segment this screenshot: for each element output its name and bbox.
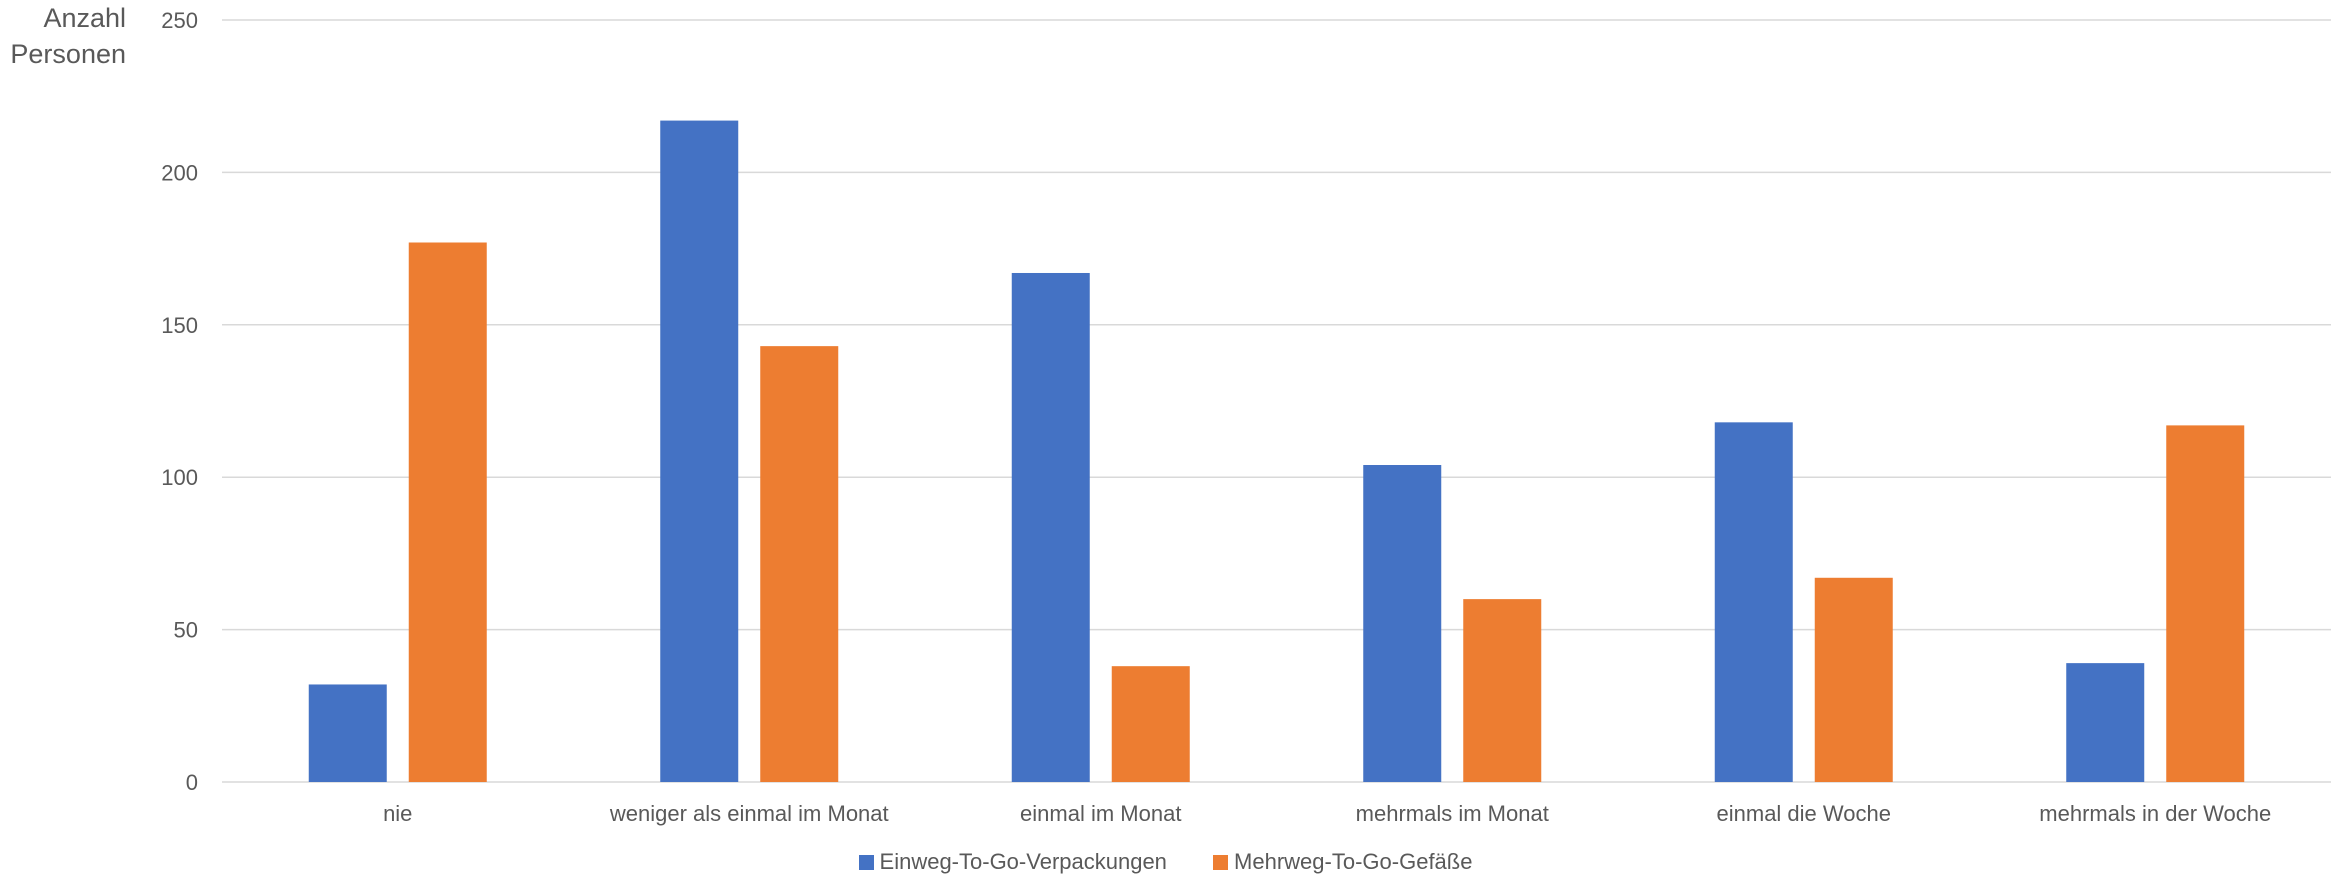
bar-series-1-5: [1714, 422, 1793, 782]
legend-item-series-1: Einweg-To-Go-Verpackungen: [858, 849, 1167, 875]
legend-label-series-1: Einweg-To-Go-Verpackungen: [879, 849, 1167, 874]
bar-series-1-1: [308, 684, 387, 782]
legend-label-series-2: Mehrweg-To-Go-Gefäße: [1234, 849, 1473, 874]
bar-series-1-2: [660, 120, 739, 783]
y-tick-label-150: 150: [161, 313, 198, 338]
x-tick-label-2: weniger als einmal im Monat: [609, 801, 889, 826]
bar-series-2-3: [1111, 666, 1190, 782]
y-tick-label-100: 100: [161, 465, 198, 490]
bar-series-2-4: [1463, 599, 1542, 782]
bar-series-2-1: [408, 242, 487, 782]
y-tick-label-0: 0: [186, 770, 198, 795]
x-tick-label-4: mehrmals im Monat: [1356, 801, 1549, 826]
y-axis-label-line-2: Personen: [10, 39, 126, 69]
y-axis-label: Anzahl Personen: [0, 0, 126, 72]
bar-series-2-5: [1814, 577, 1893, 782]
y-tick-label-250: 250: [161, 8, 198, 33]
legend-swatch-series-2: [1213, 854, 1229, 870]
legend-swatch-series-1: [858, 854, 874, 870]
x-tick-label-6: mehrmals in der Woche: [2039, 801, 2271, 826]
x-tick-label-3: einmal im Monat: [1020, 801, 1181, 826]
bar-series-2-6: [2166, 425, 2245, 782]
y-axis-label-line-1: Anzahl: [43, 3, 126, 33]
bar-series-1-4: [1363, 465, 1442, 782]
bar-series-2-2: [760, 346, 839, 782]
legend-item-series-2: Mehrweg-To-Go-Gefäße: [1213, 849, 1472, 875]
legend: Einweg-To-Go-Verpackungen Mehrweg-To-Go-…: [0, 849, 2331, 876]
bar-series-1-6: [2066, 663, 2145, 782]
y-tick-label-200: 200: [161, 160, 198, 185]
y-tick-label-50: 50: [174, 618, 198, 643]
bar-series-1-3: [1011, 272, 1090, 782]
x-tick-label-5: einmal die Woche: [1717, 801, 1891, 826]
x-tick-label-1: nie: [383, 801, 412, 826]
